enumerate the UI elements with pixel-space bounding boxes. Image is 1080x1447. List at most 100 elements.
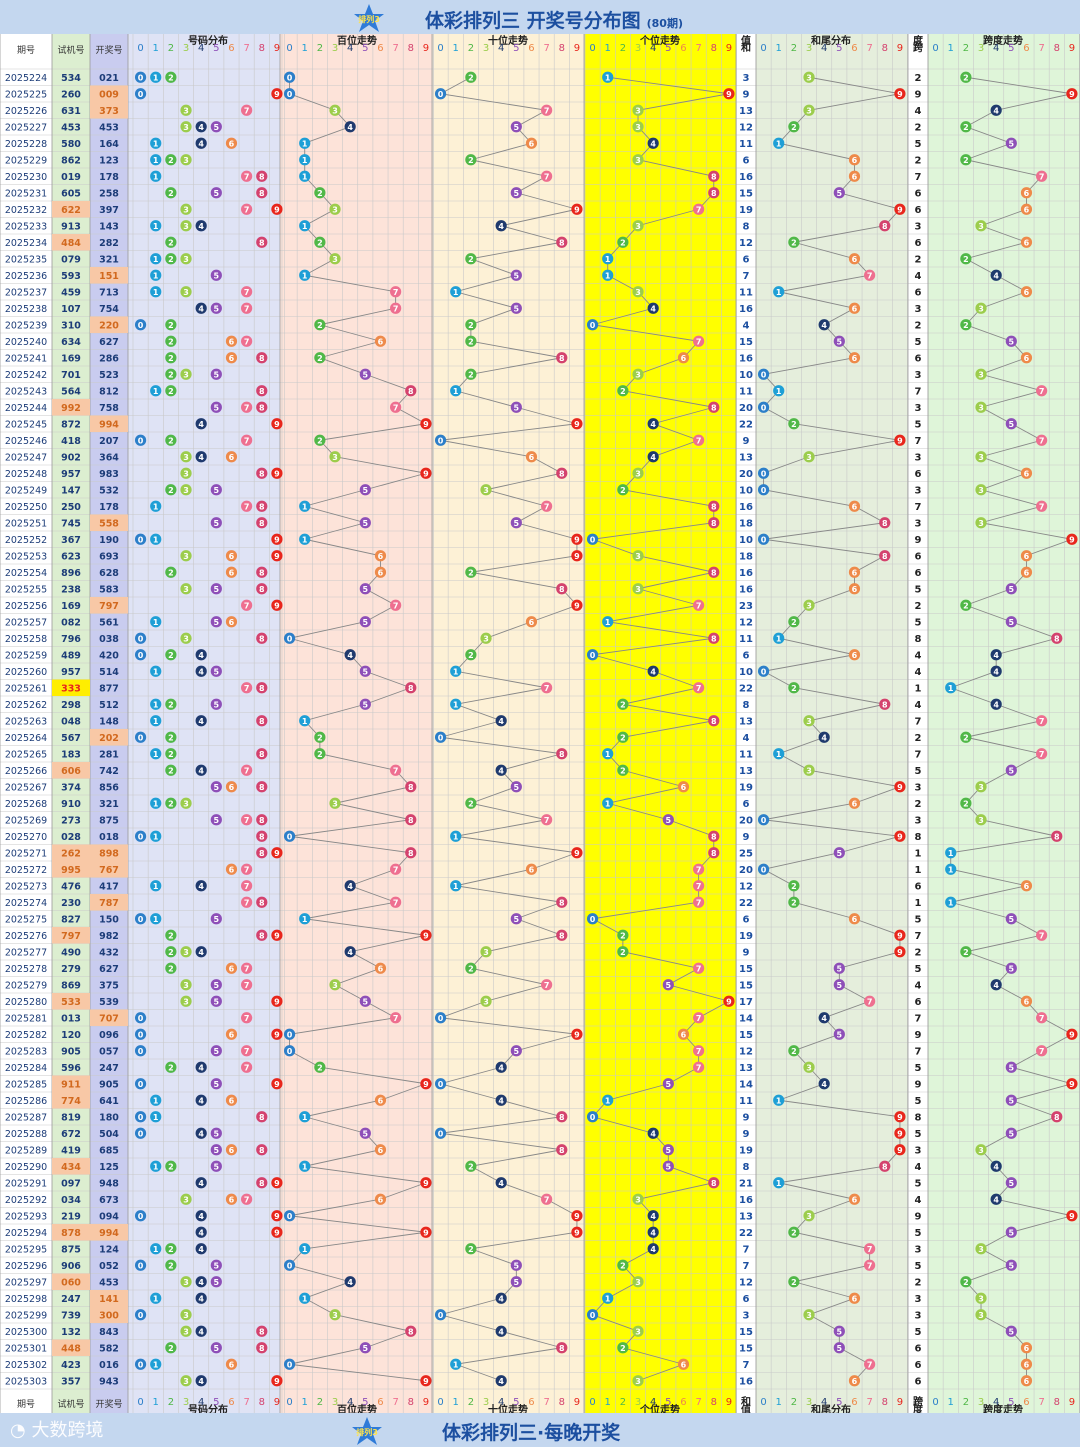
sum-tail-ball bbox=[788, 896, 800, 908]
span-ball bbox=[1005, 962, 1017, 974]
distribution-ball-label: 6 bbox=[229, 1096, 235, 1105]
distribution-ball bbox=[165, 385, 177, 397]
distribution-ball bbox=[165, 946, 177, 958]
units-ball bbox=[677, 781, 690, 793]
digit-header: 1 bbox=[453, 43, 459, 54]
hundreds-ball-label: 7 bbox=[393, 865, 399, 874]
units-ball-label: 7 bbox=[696, 337, 702, 346]
span-ball-label: 3 bbox=[978, 304, 984, 313]
digit-header: 6 bbox=[228, 43, 234, 54]
distribution-ball bbox=[134, 1309, 147, 1321]
distribution-ball bbox=[271, 88, 283, 100]
draw-number: 178 bbox=[99, 172, 119, 183]
distribution-ball bbox=[195, 1177, 207, 1189]
tens-ball-label: 5 bbox=[514, 403, 520, 412]
distribution-ball bbox=[210, 995, 222, 1007]
hundreds-ball-label: 0 bbox=[287, 832, 293, 841]
hundreds-ball bbox=[344, 649, 356, 661]
span-ball bbox=[960, 319, 972, 331]
distribution-ball-label: 8 bbox=[259, 238, 265, 247]
distribution-ball bbox=[165, 649, 177, 661]
test-number: 169 bbox=[61, 601, 81, 612]
digit-header-footer: 1 bbox=[302, 1397, 308, 1408]
span-ball-label: 7 bbox=[1039, 1014, 1045, 1023]
tens-ball-label: 5 bbox=[514, 1278, 520, 1287]
span-ball-label: 1 bbox=[948, 865, 954, 874]
sum-tail-ball-label: 5 bbox=[837, 1030, 843, 1039]
sum-tail-ball bbox=[848, 1193, 861, 1205]
units-ball bbox=[708, 715, 720, 727]
hundreds-ball bbox=[299, 220, 311, 232]
draw-number: 021 bbox=[99, 73, 119, 84]
distribution-ball-label: 6 bbox=[229, 1360, 235, 1369]
span-ball-label: 4 bbox=[993, 1195, 999, 1204]
spanval-header: 跨 bbox=[913, 41, 924, 54]
sum-tail-ball-label: 2 bbox=[791, 618, 797, 627]
span-ball-label: 3 bbox=[978, 222, 984, 231]
tens-ball-label: 8 bbox=[559, 1146, 565, 1155]
distribution-ball bbox=[210, 1342, 222, 1354]
draw-highlight bbox=[90, 861, 128, 878]
tens-ball bbox=[434, 1127, 447, 1139]
page-title: 体彩排列三 开奖号分布图 (80期) bbox=[425, 10, 683, 32]
test-number: 596 bbox=[61, 1063, 81, 1074]
sum-tail-ball-label: 6 bbox=[852, 585, 858, 594]
test-number: 774 bbox=[61, 1096, 81, 1107]
issue-number: 2025225 bbox=[5, 89, 47, 100]
test-number: 957 bbox=[61, 667, 81, 678]
span-value: 3 bbox=[915, 485, 922, 496]
distribution-ball-label: 3 bbox=[183, 1278, 189, 1287]
sum-tail-ball bbox=[864, 1259, 876, 1271]
distribution-ball bbox=[256, 352, 268, 364]
distribution-ball-label: 1 bbox=[153, 502, 159, 511]
distribution-ball bbox=[256, 170, 268, 182]
draw-number: 561 bbox=[99, 617, 119, 628]
distribution-ball bbox=[256, 517, 268, 529]
tens-ball bbox=[510, 302, 522, 314]
distribution-ball bbox=[210, 1276, 222, 1288]
hundreds-ball-label: 8 bbox=[408, 387, 414, 396]
sum-value: 6 bbox=[743, 1294, 750, 1305]
issue-number: 2025272 bbox=[5, 865, 47, 876]
draw-number: 641 bbox=[99, 1096, 119, 1107]
sum-tail-ball-label: 2 bbox=[791, 1047, 797, 1056]
tens-ball-label: 7 bbox=[544, 684, 550, 693]
span-value: 7 bbox=[915, 436, 922, 447]
distribution-ball bbox=[210, 665, 222, 677]
span-value: 2 bbox=[915, 155, 922, 166]
distribution-ball-label: 0 bbox=[138, 1311, 144, 1320]
svg-text:排列3: 排列3 bbox=[358, 14, 380, 24]
test-number: 079 bbox=[61, 254, 81, 265]
distribution-ball-label: 8 bbox=[259, 684, 265, 693]
tens-ball bbox=[434, 1309, 447, 1321]
test-number: 902 bbox=[61, 452, 81, 463]
tens-ball bbox=[571, 1028, 583, 1040]
distribution-ball-label: 0 bbox=[138, 651, 144, 660]
issue-number: 2025271 bbox=[5, 848, 47, 859]
span-ball-label: 7 bbox=[1039, 931, 1045, 940]
tens-ball-label: 8 bbox=[559, 469, 565, 478]
sum-tail-ball bbox=[864, 269, 876, 281]
test-number: 238 bbox=[61, 584, 81, 595]
section-header-span-footer: 跨度走势 bbox=[983, 1403, 1023, 1414]
span-value: 4 bbox=[915, 667, 922, 678]
draw-highlight bbox=[90, 1290, 128, 1307]
distribution-ball-label: 6 bbox=[229, 964, 235, 973]
issue-number: 2025242 bbox=[5, 370, 47, 381]
span-ball bbox=[990, 979, 1002, 991]
sum-tail-ball-label: 3 bbox=[806, 1063, 812, 1072]
distribution-ball-label: 4 bbox=[198, 1278, 204, 1287]
span-ball-label: 7 bbox=[1039, 1047, 1045, 1056]
span-ball-label: 7 bbox=[1039, 717, 1045, 726]
hundreds-ball-label: 6 bbox=[378, 1096, 384, 1105]
distribution-ball bbox=[271, 995, 283, 1007]
span-value: 5 bbox=[915, 584, 922, 595]
issue-number: 2025233 bbox=[5, 221, 47, 232]
pl3-logo-badge-footer: 排列3 bbox=[352, 1417, 382, 1445]
test-number: 097 bbox=[61, 1178, 81, 1189]
draw-number: 754 bbox=[99, 304, 119, 315]
span-col-bg bbox=[908, 34, 928, 1414]
sum-value: 11 bbox=[739, 287, 753, 298]
issue-number: 2025241 bbox=[5, 353, 47, 364]
spanval-header-footer: 度 bbox=[913, 1403, 924, 1414]
